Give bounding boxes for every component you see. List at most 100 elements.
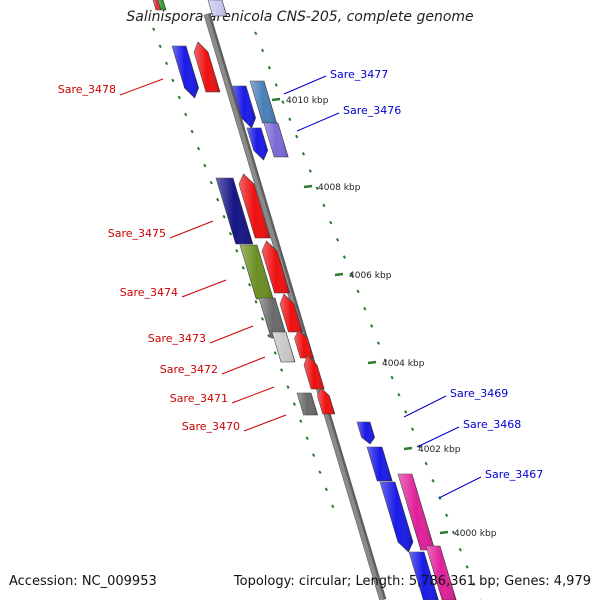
inner-tick [164,61,169,66]
label-leader-line [296,112,340,132]
inner-tick [260,317,265,321]
outer-tick [267,65,272,70]
gene-block [193,41,221,93]
gene-label-sare_3470[interactable]: Sare_3470 [182,420,240,433]
outer-tick [322,203,326,208]
inner-tick [324,487,328,492]
inner-tick [177,95,181,100]
outer-tick [363,306,367,311]
ruler-label: 4000 kbp [454,529,497,539]
inner-tick [248,283,252,287]
inner-tick [203,163,207,168]
feature-track [152,0,457,600]
gene-label-sare_3472[interactable]: Sare_3472 [160,363,218,376]
outer-tick [404,410,408,414]
gene-label-sare_3467[interactable]: Sare_3467 [485,468,543,481]
gene-block [366,446,393,482]
gene-block [408,551,439,600]
tick-track [152,27,482,600]
outer-tick [288,117,292,122]
gene-block [207,0,228,17]
gene-block [238,173,271,239]
inner-tick [241,266,245,270]
inner-tick [331,504,335,509]
inner-tick [267,334,271,338]
gene-block [425,545,457,600]
gene-label-sare_3475[interactable]: Sare_3475 [108,227,166,240]
label-leader-line [243,414,287,432]
label-leader-line [119,78,164,96]
outer-tick [349,272,353,277]
ruler-tick [367,360,377,365]
outer-tick [370,324,374,328]
gene-label-sare_3469[interactable]: Sare_3469 [450,387,508,400]
gene-label-sare_3468[interactable]: Sare_3468 [463,418,521,431]
outer-tick [465,565,469,569]
inner-tick [152,27,156,32]
outer-tick [301,151,306,156]
outer-tick [445,513,449,518]
ruler-tick [334,272,344,277]
ruler-tick [303,184,313,189]
gene-block [157,0,167,11]
label-leader-line [221,356,266,375]
inner-tick [190,129,194,134]
gene-label-sare_3478[interactable]: Sare_3478 [58,83,116,96]
inner-tick [292,402,297,406]
outer-tick [335,238,340,242]
outer-tick [329,220,333,225]
gene-label-sare_3477[interactable]: Sare_3477 [330,68,388,81]
ruler-label: 4004 kbp [382,359,425,369]
inner-tick [299,419,303,423]
gene-block [171,45,199,99]
outer-tick [342,255,347,259]
inner-tick [305,436,309,440]
gene-block [261,240,291,294]
ruler-tick [403,446,413,451]
inner-tick [311,453,316,457]
ruler-label: 4002 kbp [418,445,461,455]
gene-block [263,122,289,158]
ruler-tick [439,530,449,535]
outer-tick [390,375,394,380]
outer-tick [254,31,258,36]
gene-block [356,421,375,445]
outer-tick [431,479,435,483]
accession-text: Accession: NC_009953 [9,574,157,589]
inner-tick [209,180,213,185]
gene-label-sare_3476[interactable]: Sare_3476 [343,104,401,117]
outer-tick [451,530,456,535]
gene-label-sare_3471[interactable]: Sare_3471 [170,392,228,405]
inner-tick [235,248,239,253]
topology-text: Topology: circular; Length: 5,786,361 bp… [233,574,591,589]
gene-block [317,387,336,415]
inner-tick [196,146,201,151]
gene-label-sare_3474[interactable]: Sare_3474 [120,286,178,299]
label-leader-line [209,325,254,344]
gene-label-sare_3473[interactable]: Sare_3473 [148,332,206,345]
outer-tick [295,134,299,139]
gene-block [271,331,296,363]
outer-tick [397,392,401,397]
inner-tick [254,300,258,304]
inner-tick [286,385,290,389]
label-leader-line [283,75,327,95]
inner-tick [273,351,277,355]
outer-tick [458,547,462,552]
inner-tick [228,231,233,236]
label-layer: 4010 kbp 4008 kbp 4006 kbp 4004 kbp 4002 kbp… [58,68,544,539]
gene-block [246,127,269,161]
label-leader-line [438,476,482,499]
gene-block [379,481,414,553]
outer-tick [356,289,360,294]
inner-tick [279,368,284,372]
label-leader-line [416,426,460,448]
gene-block [231,85,256,129]
outer-tick [260,48,265,53]
label-leader-line [231,386,275,404]
outer-tick [308,169,312,173]
inner-tick [318,470,322,475]
inner-tick [158,44,162,49]
label-leader-line [403,395,447,418]
